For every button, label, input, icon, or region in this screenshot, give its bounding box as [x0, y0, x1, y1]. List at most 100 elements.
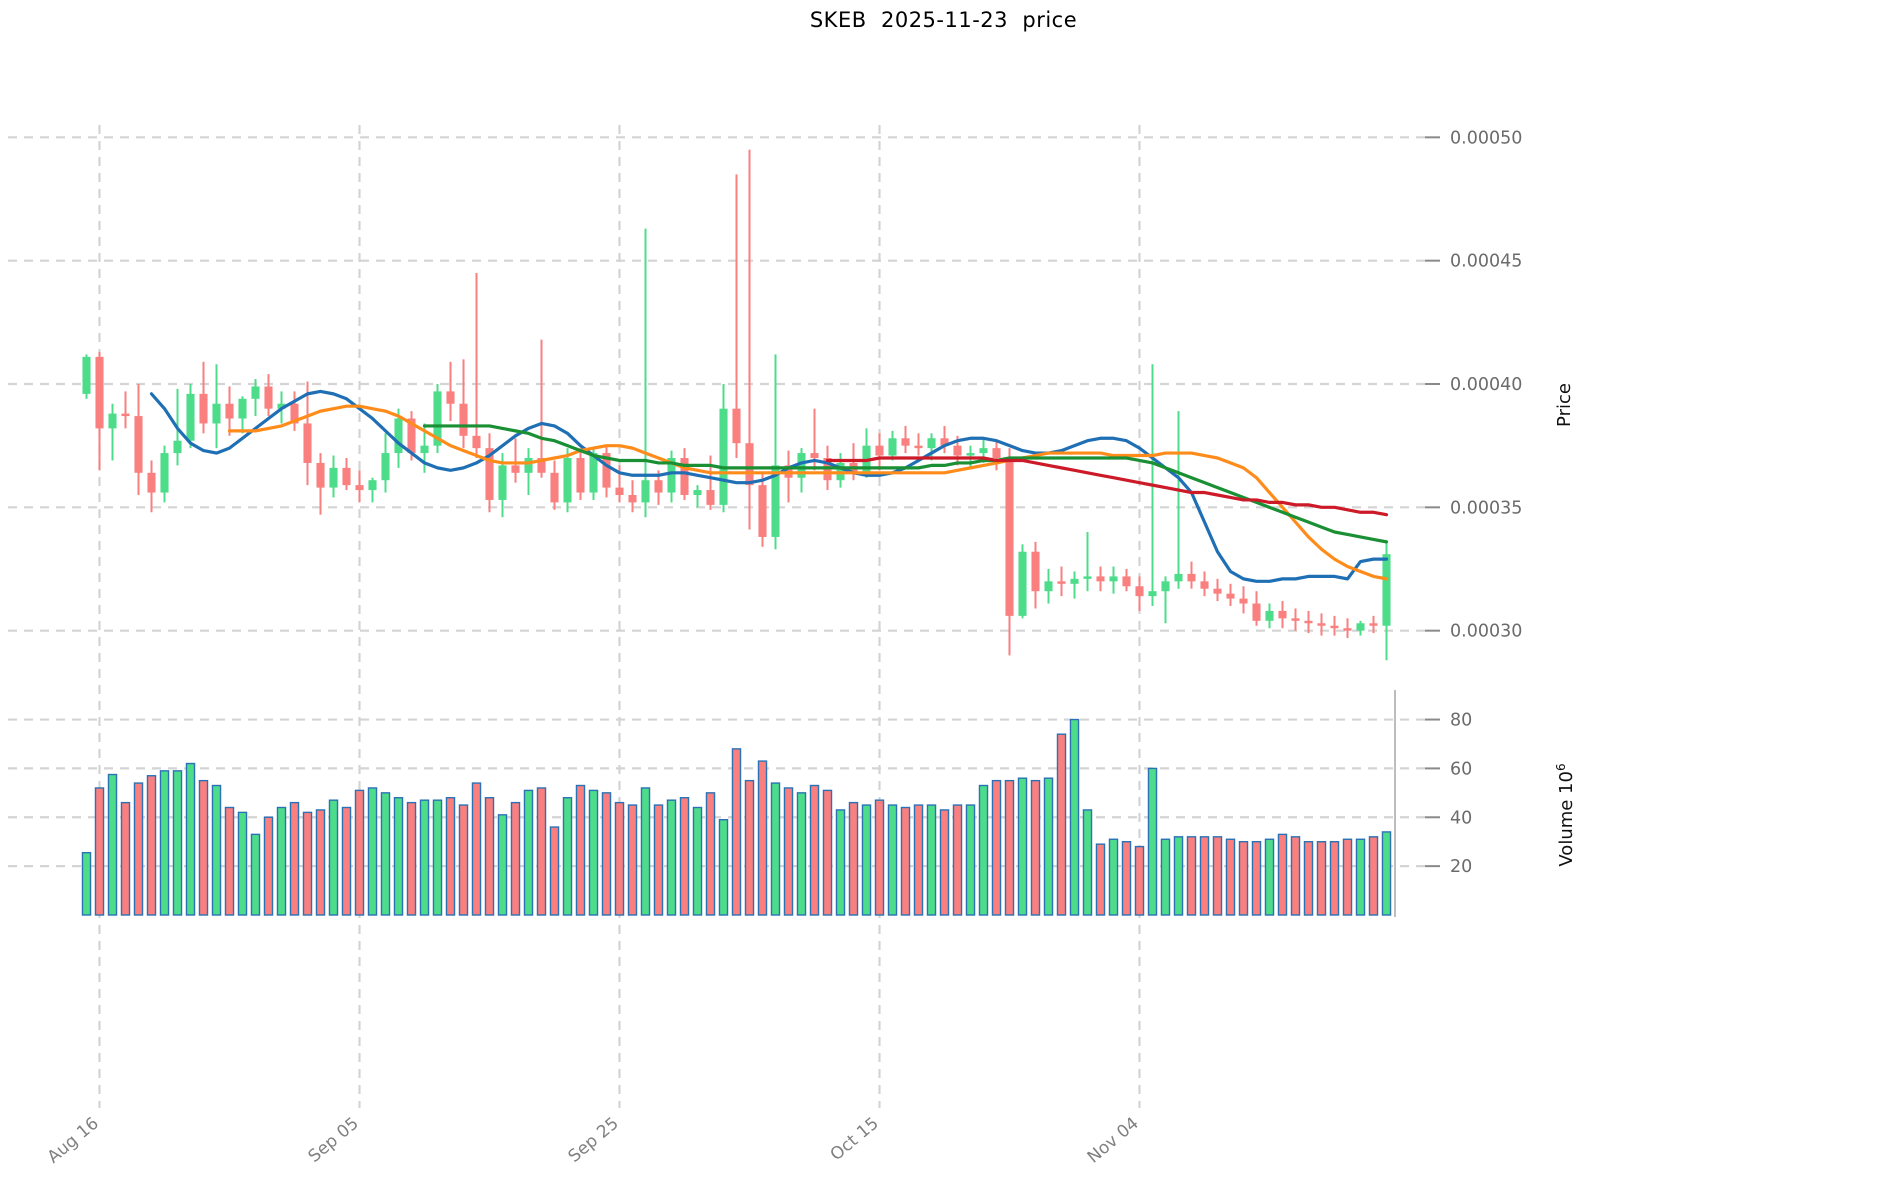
volume-bar	[224, 806, 235, 916]
candle-body	[1200, 581, 1209, 589]
candle-body	[95, 356, 104, 429]
candle-body	[498, 465, 507, 500]
volume-bar	[874, 799, 885, 916]
volume-bar	[744, 779, 755, 916]
volume-bar	[159, 770, 170, 916]
candle-body	[82, 356, 91, 394]
volume-bar	[328, 799, 339, 916]
volume-bar	[1342, 838, 1353, 916]
volume-tick-label: 20	[1450, 857, 1472, 877]
volume-bar	[601, 792, 612, 916]
candle-body	[1213, 588, 1222, 594]
candle-body	[290, 403, 299, 424]
candle-body	[1356, 623, 1365, 631]
volume-axis-exponent: 6	[1554, 763, 1568, 771]
candle-body	[888, 438, 897, 456]
volume-bar	[237, 811, 248, 916]
candle-body	[329, 467, 338, 488]
volume-bar	[1095, 843, 1106, 916]
volume-bar	[94, 787, 105, 916]
candle-body	[771, 465, 780, 537]
candle-body	[563, 458, 572, 503]
price-tick-label: 0.00040	[1450, 375, 1522, 395]
volume-bar	[1303, 841, 1314, 916]
volume-bar	[705, 792, 716, 916]
volume-bar	[809, 784, 820, 916]
candle-body	[251, 386, 260, 399]
volume-bar	[1264, 838, 1275, 916]
date-tick-label: Sep 25	[565, 1114, 623, 1167]
candle-body	[628, 495, 637, 503]
volume-bar	[146, 775, 157, 916]
volume-bar	[653, 804, 664, 916]
candle-body	[1278, 610, 1287, 619]
candle-body	[485, 448, 494, 500]
candle-body	[1109, 576, 1118, 582]
volume-bar	[796, 792, 807, 916]
candle-body	[212, 403, 221, 424]
volume-bar	[562, 797, 573, 916]
candle-body	[1135, 586, 1144, 597]
volume-bar	[1121, 841, 1132, 916]
volume-bar	[627, 804, 638, 916]
moving-average-line-ma-mid	[227, 404, 1389, 581]
candle-body	[1317, 623, 1326, 626]
candle-body	[1044, 581, 1053, 592]
volume-bar	[692, 806, 703, 916]
candle-body	[121, 413, 130, 417]
volume-bar	[952, 804, 963, 916]
candle-body	[992, 448, 1001, 458]
price-tick-label: 0.00045	[1450, 252, 1522, 272]
volume-bar	[107, 773, 118, 916]
volume-bar	[783, 787, 794, 916]
volume-bar	[1043, 777, 1054, 916]
candle-body	[940, 438, 949, 446]
volume-bar	[718, 819, 729, 916]
grid-layer	[8, 125, 1425, 1108]
volume-bar	[458, 804, 469, 916]
volume-bar	[198, 779, 209, 916]
price-tick-label: 0.00050	[1450, 128, 1522, 148]
candle-body	[654, 480, 663, 493]
candle-body	[355, 485, 364, 491]
volume-bar	[484, 797, 495, 916]
candle-body	[758, 485, 767, 537]
candle-body	[550, 472, 559, 503]
candle-body	[1187, 573, 1196, 582]
volume-bar	[861, 804, 872, 916]
date-tick-label: Sep 05	[305, 1114, 363, 1167]
volume-bar	[900, 806, 911, 916]
candle-body	[732, 408, 741, 444]
candle-body	[576, 458, 585, 493]
candle-body	[1369, 623, 1378, 626]
candle-body	[342, 467, 351, 486]
volume-bar	[1316, 841, 1327, 916]
volume-bar	[536, 787, 547, 916]
candle-body	[199, 393, 208, 424]
candle-body	[134, 416, 143, 473]
date-tick-label-group: Nov 04	[1084, 1114, 1143, 1168]
candle-body	[693, 490, 702, 495]
volume-bar	[341, 806, 352, 916]
volume-bar	[1017, 777, 1028, 916]
date-tick-label-group: Oct 15	[827, 1114, 883, 1166]
volume-bar	[406, 801, 417, 916]
candle-body	[511, 465, 520, 473]
volume-tick-label: 60	[1450, 759, 1472, 779]
candle-body	[407, 418, 416, 454]
volume-bar	[380, 792, 391, 916]
candle-body	[615, 487, 624, 495]
volume-bar	[172, 770, 183, 916]
date-tick-label-group: Aug 16	[44, 1114, 103, 1168]
candle-body	[719, 408, 728, 505]
candle-body	[1343, 628, 1352, 631]
volume-bar	[432, 799, 443, 916]
candle-body	[316, 462, 325, 488]
volume-bar	[419, 799, 430, 916]
volume-bar	[354, 789, 365, 916]
candle-body	[1148, 591, 1157, 597]
volume-bar	[289, 801, 300, 916]
volume-bar	[1368, 836, 1379, 916]
volume-bar	[1004, 779, 1015, 916]
candle-body	[953, 445, 962, 456]
